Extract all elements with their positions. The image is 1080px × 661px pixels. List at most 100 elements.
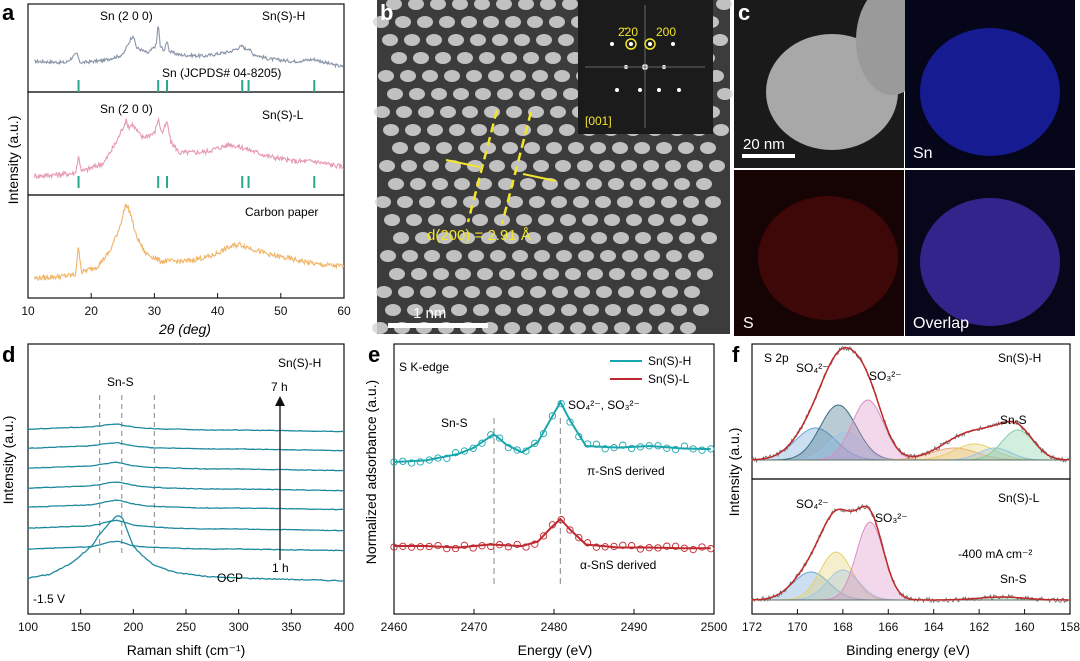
a-ann-sns-l: Sn(S)-L [262,108,304,122]
b-atom-column [477,268,493,280]
b-atom-column [379,160,395,172]
b-atom-column [549,16,565,28]
a-x-tick-label-5: 60 [337,304,351,318]
b-atom-column [559,124,575,136]
b-atom-column [705,196,721,208]
e-point-1 [663,542,671,550]
b-atom-column [555,160,571,172]
b-atom-column [563,88,579,100]
b-atom-column [671,304,687,316]
b-atom-column [662,286,678,298]
d-ann-voltage: -1.5 V [33,592,65,606]
f-xlabel: Binding energy (eV) [846,642,970,658]
d-x-tick-label-4: 300 [229,620,249,634]
e-point-0 [671,445,680,454]
b-fft-spot-8 [671,42,675,46]
a-ann-sn200-top: Sn (2 0 0) [100,9,153,23]
c-sn-particle [920,28,1060,156]
d-x-tick-label-6: 400 [334,620,354,634]
b-atom-column [444,70,460,82]
b-atom-column [413,52,429,64]
b-atom-column [402,250,418,262]
f-x-tick-label-1: 170 [787,620,807,634]
b-atom-column [409,88,425,100]
e-point-0 [531,439,539,447]
f-x-tick-label-3: 166 [878,620,898,634]
a-x-tick-label-1: 20 [85,304,99,318]
e-point-1 [645,544,653,552]
b-atom-column [537,124,553,136]
f-subframe-1 [751,478,1071,615]
b-atom-column [568,142,584,154]
b-atom-column [613,232,629,244]
e-point-1 [399,542,407,550]
b-atom-column [696,178,712,190]
c-label-sn: Sn [913,145,933,162]
b-d-spacing: d(200) = 2.91 Å [427,227,531,244]
e-legend-h: Sn(S)-H [648,354,691,368]
e-point-0 [689,445,697,453]
b-atom-column [388,178,404,190]
b-atom-column [505,16,521,28]
a-x-tick-label-4: 50 [274,304,288,318]
e-point-0 [487,431,495,439]
b-atom-column [600,250,616,262]
b-atom-column [498,178,514,190]
e-point-1 [513,540,521,549]
b-atom-column [502,142,518,154]
b-atom-column [386,0,402,10]
d-ann-1h: 1 h [272,561,289,575]
b-atom-column [435,52,451,64]
e-ylabel: Normalized adsorbance (a.u.) [363,380,379,564]
e-point-0 [619,441,627,449]
b-atom-column [415,232,431,244]
b-atom-column [639,196,655,208]
b-atom-column [519,88,535,100]
b-atom-column [712,34,728,46]
e-point-0 [627,444,636,453]
e-ann-so4-so3: SO₄²⁻, SO₃²⁻ [568,398,640,412]
e-ann-alpha: α-SnS derived [580,558,656,572]
b-atom-column [591,232,607,244]
d-x-tick-label-3: 250 [176,620,196,634]
f-x-tick-label-5: 162 [969,620,989,634]
b-atom-column [389,268,405,280]
e-point-1 [460,541,469,549]
f-ann-current: -400 mA cm⁻² [958,547,1032,561]
b-atom-column [570,322,586,334]
e-point-1 [575,534,583,542]
b-atom-column [564,178,580,190]
a-x-tick-label-0: 10 [21,304,35,318]
e-x-tick-label-2: 2480 [541,620,568,634]
b-atom-column [373,16,389,28]
e-point-1 [671,542,680,550]
e-point-0 [610,444,618,452]
e-point-0 [522,447,530,455]
b-atom-column [440,106,456,118]
b-atom-column [693,304,709,316]
d-series-5 [27,461,345,472]
b-atom-column [439,16,455,28]
b-atom-column [489,160,505,172]
b-atom-column [574,286,590,298]
b-atom-column [506,106,522,118]
e-point-0 [434,454,442,462]
b-atom-column [479,52,495,64]
b-atom-column [407,304,423,316]
b-atom-column [679,232,695,244]
b-atom-column [385,304,401,316]
b-fft-spot-7 [615,88,619,92]
a-series-0 [34,26,344,69]
e-point-1 [619,541,627,549]
b-atom-column [548,322,564,334]
b-atom-column [462,106,478,118]
b-atom-column [524,142,540,154]
b-atom-column [473,304,489,316]
b-atom-column [380,250,396,262]
b-atom-column [449,124,465,136]
b-atom-column [471,124,487,136]
e-point-0 [399,457,407,465]
b-atom-column [422,70,438,82]
e-point-1 [566,526,574,534]
